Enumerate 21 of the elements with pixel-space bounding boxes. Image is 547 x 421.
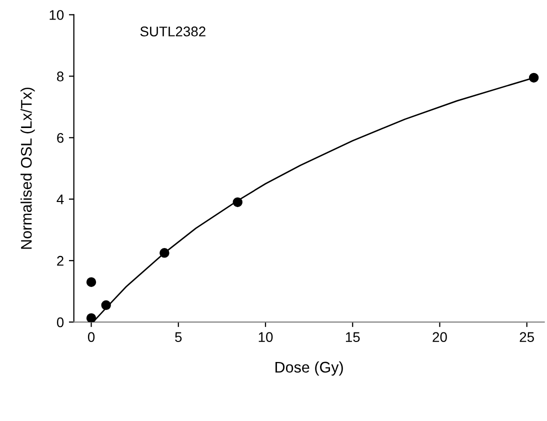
y-tick-label: 10 [50,10,64,20]
y-tick-label: 6 [57,133,64,143]
annotation: SUTL2382 [140,26,206,36]
point [160,248,170,258]
x-tick-label: 15 [346,332,360,342]
point [101,300,111,310]
x-tick-label: 0 [88,332,95,342]
x-tick-label: 20 [432,332,447,342]
x-axis-title: Dose (Gy) [276,361,343,376]
y-tick-label: 8 [57,72,64,82]
point [232,197,242,208]
y-tick-label: 4 [56,194,64,204]
point [86,277,96,287]
y-tick-label: 0 [56,317,64,328]
point [528,72,539,83]
y-tick-label: 2 [57,256,64,266]
y-axis-title: Normalised OSL (Lx/Tx) [20,88,35,249]
point [86,313,96,322]
x-tick-label: 5 [175,332,182,342]
x-tick-label: 25 [520,332,534,342]
x-tick-label: 10 [258,332,273,342]
